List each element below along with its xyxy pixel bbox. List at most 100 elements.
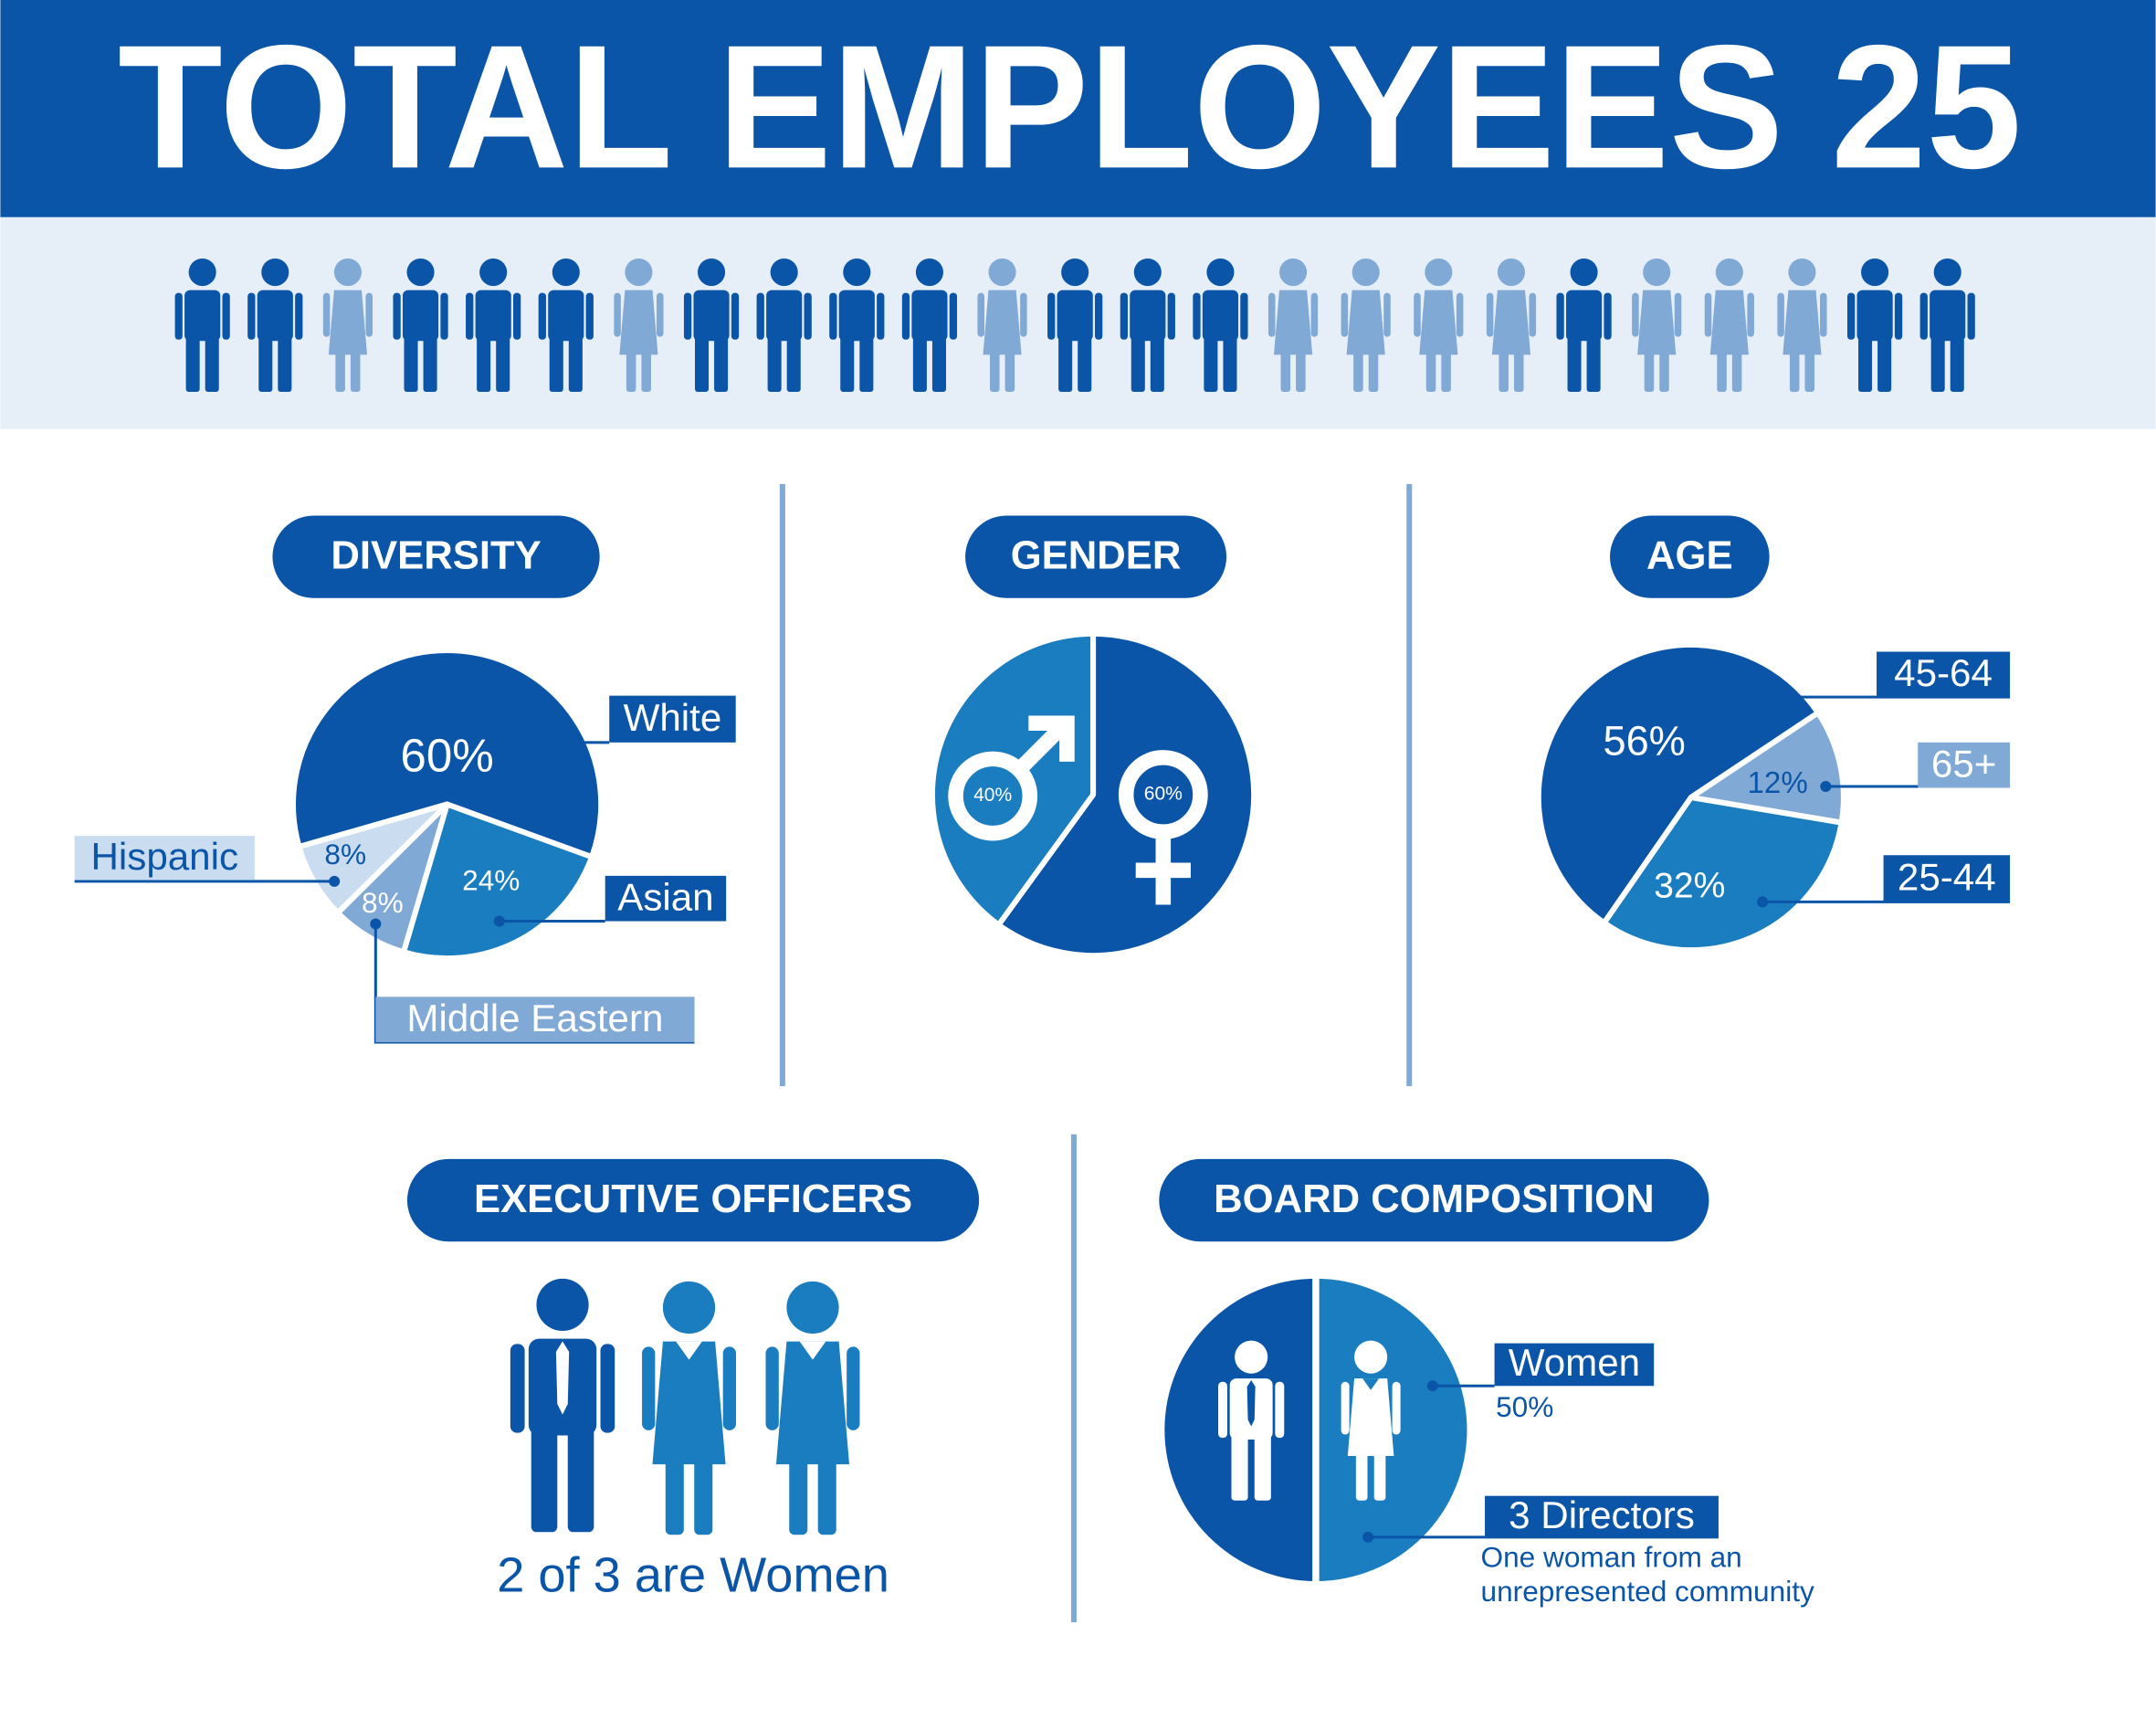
icon-part — [789, 1453, 808, 1535]
icon-part — [1354, 1340, 1388, 1374]
icon-part — [1820, 292, 1827, 337]
value-label: 60% — [400, 729, 493, 781]
icon-part — [1204, 336, 1218, 392]
icon-part — [222, 292, 230, 340]
icon-part — [1020, 292, 1027, 337]
icon-part — [1047, 292, 1056, 340]
icon-part — [1273, 290, 1313, 355]
icon-part — [838, 290, 875, 342]
icon-part — [1731, 349, 1742, 392]
icon-part — [843, 258, 871, 287]
icon-part — [1341, 292, 1349, 337]
label-box — [1883, 855, 2011, 902]
icon-part — [295, 292, 303, 340]
icon-part — [1425, 258, 1453, 287]
woman-icon — [1267, 258, 1319, 392]
icon-part — [538, 292, 546, 340]
icon-part — [1877, 336, 1892, 392]
icon-part — [1275, 1381, 1285, 1439]
category-label: 65+ — [1931, 742, 1996, 785]
icon-part — [1240, 292, 1248, 340]
icon-part — [662, 1281, 716, 1334]
leader-dot — [329, 875, 341, 887]
category-label: Asian — [617, 875, 713, 918]
section-pill — [1610, 515, 1770, 598]
icon-part — [770, 258, 798, 287]
leader-dot — [523, 736, 535, 748]
icon-part — [1202, 290, 1239, 342]
icon-part — [766, 290, 803, 342]
man-icon — [393, 258, 448, 392]
man-icon — [1846, 258, 1903, 392]
pie-slice — [400, 801, 595, 962]
icon-part — [1788, 258, 1816, 287]
icon-part — [911, 290, 948, 342]
icon-part — [683, 292, 692, 340]
woman-icon — [765, 1281, 860, 1535]
icon-part — [536, 1278, 589, 1332]
section-title: DIVERSITY — [331, 533, 541, 578]
section-pill — [272, 515, 600, 598]
icon-part — [1856, 290, 1893, 342]
icon-part — [1644, 349, 1655, 392]
icon-part — [676, 1341, 702, 1360]
icon-part — [804, 292, 812, 340]
value-label: 8% — [362, 886, 404, 919]
value-label: 8% — [324, 838, 366, 870]
woman-icon — [1414, 258, 1464, 392]
icon-part — [1930, 290, 1966, 342]
icon-part — [549, 336, 563, 392]
icon-part — [365, 292, 373, 337]
icon-part — [1486, 292, 1494, 337]
icon-part — [261, 258, 289, 287]
icon-part — [1777, 292, 1784, 337]
pie-slice — [929, 630, 1097, 928]
icon-part — [1513, 349, 1524, 392]
icon-part — [393, 292, 401, 340]
icon-part — [1950, 336, 1964, 392]
icon-part — [1861, 258, 1889, 287]
leader-dot — [1820, 780, 1832, 793]
pie-slice — [1535, 641, 1821, 926]
pie-slice — [1688, 710, 1846, 826]
man-icon — [1047, 258, 1103, 392]
icon-part — [786, 336, 801, 392]
icon-part — [174, 292, 183, 340]
page-title: TOTAL EMPLOYEES 25 — [118, 8, 2022, 205]
icon-part — [799, 1341, 826, 1360]
leader-dot — [1426, 1380, 1438, 1392]
icon-part — [1491, 290, 1531, 355]
icon-part — [756, 292, 764, 340]
pie-slice — [1601, 795, 1845, 954]
icon-part — [1747, 292, 1754, 337]
icon-part — [1643, 258, 1671, 287]
woman-icon — [977, 258, 1027, 392]
section-title: EXECUTIVE OFFICERS — [474, 1176, 912, 1221]
icon-part — [184, 290, 221, 342]
section-title: BOARD COMPOSITION — [1214, 1176, 1654, 1221]
icon-part — [642, 1346, 656, 1430]
man-icon — [174, 258, 230, 392]
icon-part — [475, 290, 511, 342]
icon-part — [983, 290, 1022, 355]
icon-part — [1632, 292, 1639, 337]
section-title: GENDER — [1011, 533, 1182, 578]
icon-part — [1223, 336, 1237, 392]
icon-part — [423, 336, 437, 392]
woman-icon — [1777, 258, 1827, 392]
icon-part — [1373, 1449, 1386, 1501]
woman-icon — [614, 258, 664, 392]
board-label: 3 Directors — [1509, 1493, 1695, 1536]
icon-part — [614, 292, 621, 337]
leader-dot — [370, 918, 382, 930]
icon-part — [912, 336, 927, 392]
icon-part — [1570, 258, 1598, 287]
icon-part — [665, 1453, 684, 1535]
man-icon — [1919, 258, 1975, 392]
icon-part — [531, 1427, 558, 1533]
icon-part — [626, 349, 636, 392]
icon-part — [817, 1453, 836, 1535]
leader-dot — [1757, 896, 1769, 908]
icon-part — [949, 292, 958, 340]
